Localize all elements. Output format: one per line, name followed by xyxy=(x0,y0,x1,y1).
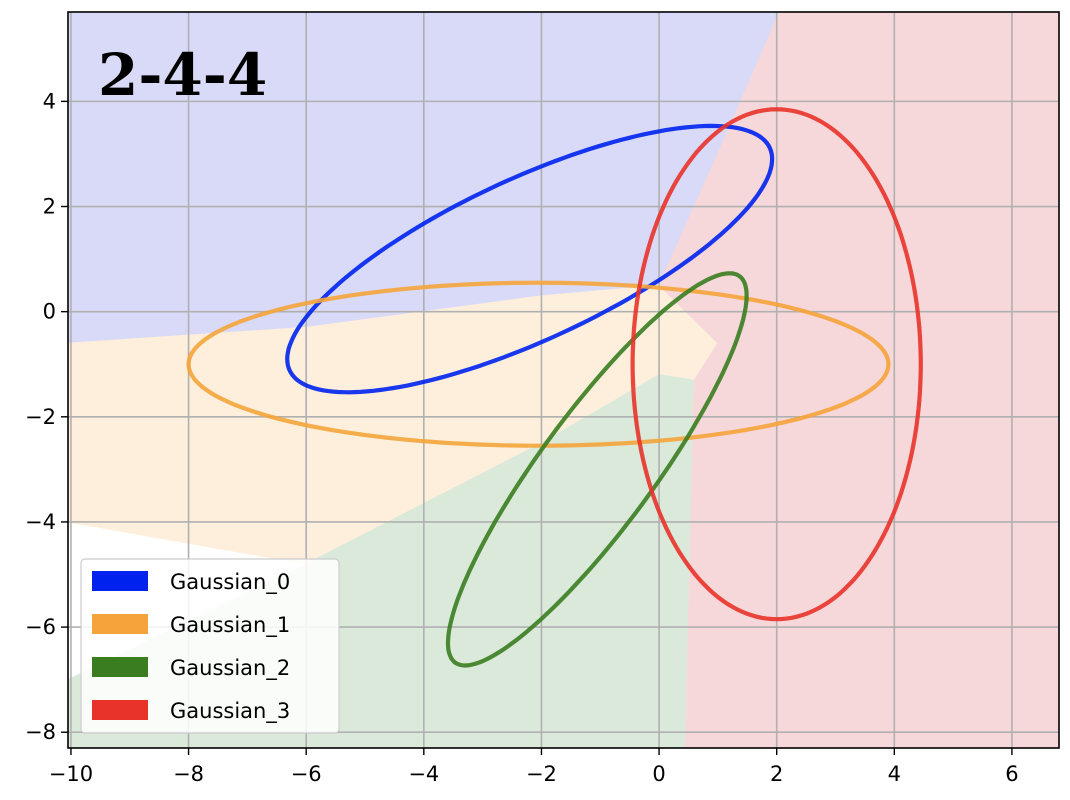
y-tick-label-5: 2 xyxy=(43,195,56,219)
ellipse-gaussian-1 xyxy=(186,280,891,448)
x-tick-label-3: −4 xyxy=(408,762,439,786)
ellipse-gaussian-2 xyxy=(445,271,749,668)
legend: Gaussian_0 Gaussian_1 Gaussian_2 Gaussian_3 xyxy=(80,558,340,734)
y-tick-label-2: −4 xyxy=(25,510,56,534)
gaussian-ellipses xyxy=(186,107,923,668)
x-tick-label-0: −10 xyxy=(49,762,93,786)
legend-label-2: Gaussian_2 xyxy=(170,656,290,681)
legend-swatch-3 xyxy=(92,700,148,720)
x-tick-label-2: −6 xyxy=(291,762,322,786)
x-tick-label-8: 6 xyxy=(1005,762,1018,786)
axis-ticks: −10 −8 −6 −4 −2 0 2 4 6 −8 −6 −4 −2 0 2 4 xyxy=(25,89,1019,786)
y-tick-label-0: −8 xyxy=(25,720,56,744)
y-tick-label-4: 0 xyxy=(43,300,56,324)
x-tick-label-7: 4 xyxy=(888,762,901,786)
ellipse-gaussian-0 xyxy=(285,123,775,395)
ellipse-gaussian-3 xyxy=(630,107,923,622)
y-tick-label-6: 4 xyxy=(43,89,56,113)
legend-label-0: Gaussian_0 xyxy=(170,570,290,595)
legend-swatch-1 xyxy=(92,614,148,634)
legend-swatch-0 xyxy=(92,571,148,591)
legend-box xyxy=(80,558,340,734)
y-tick-label-1: −6 xyxy=(25,615,56,639)
y-tick-label-3: −2 xyxy=(25,405,56,429)
legend-swatch-2 xyxy=(92,657,148,677)
x-tick-label-1: −8 xyxy=(173,762,204,786)
legend-label-1: Gaussian_1 xyxy=(170,613,290,638)
x-tick-label-5: 0 xyxy=(652,762,665,786)
x-tick-label-4: −2 xyxy=(526,762,557,786)
legend-label-3: Gaussian_3 xyxy=(170,699,290,724)
chart-title: 2-4-4 xyxy=(98,41,267,109)
plot-frame xyxy=(67,11,1060,749)
x-tick-label-6: 2 xyxy=(770,762,783,786)
